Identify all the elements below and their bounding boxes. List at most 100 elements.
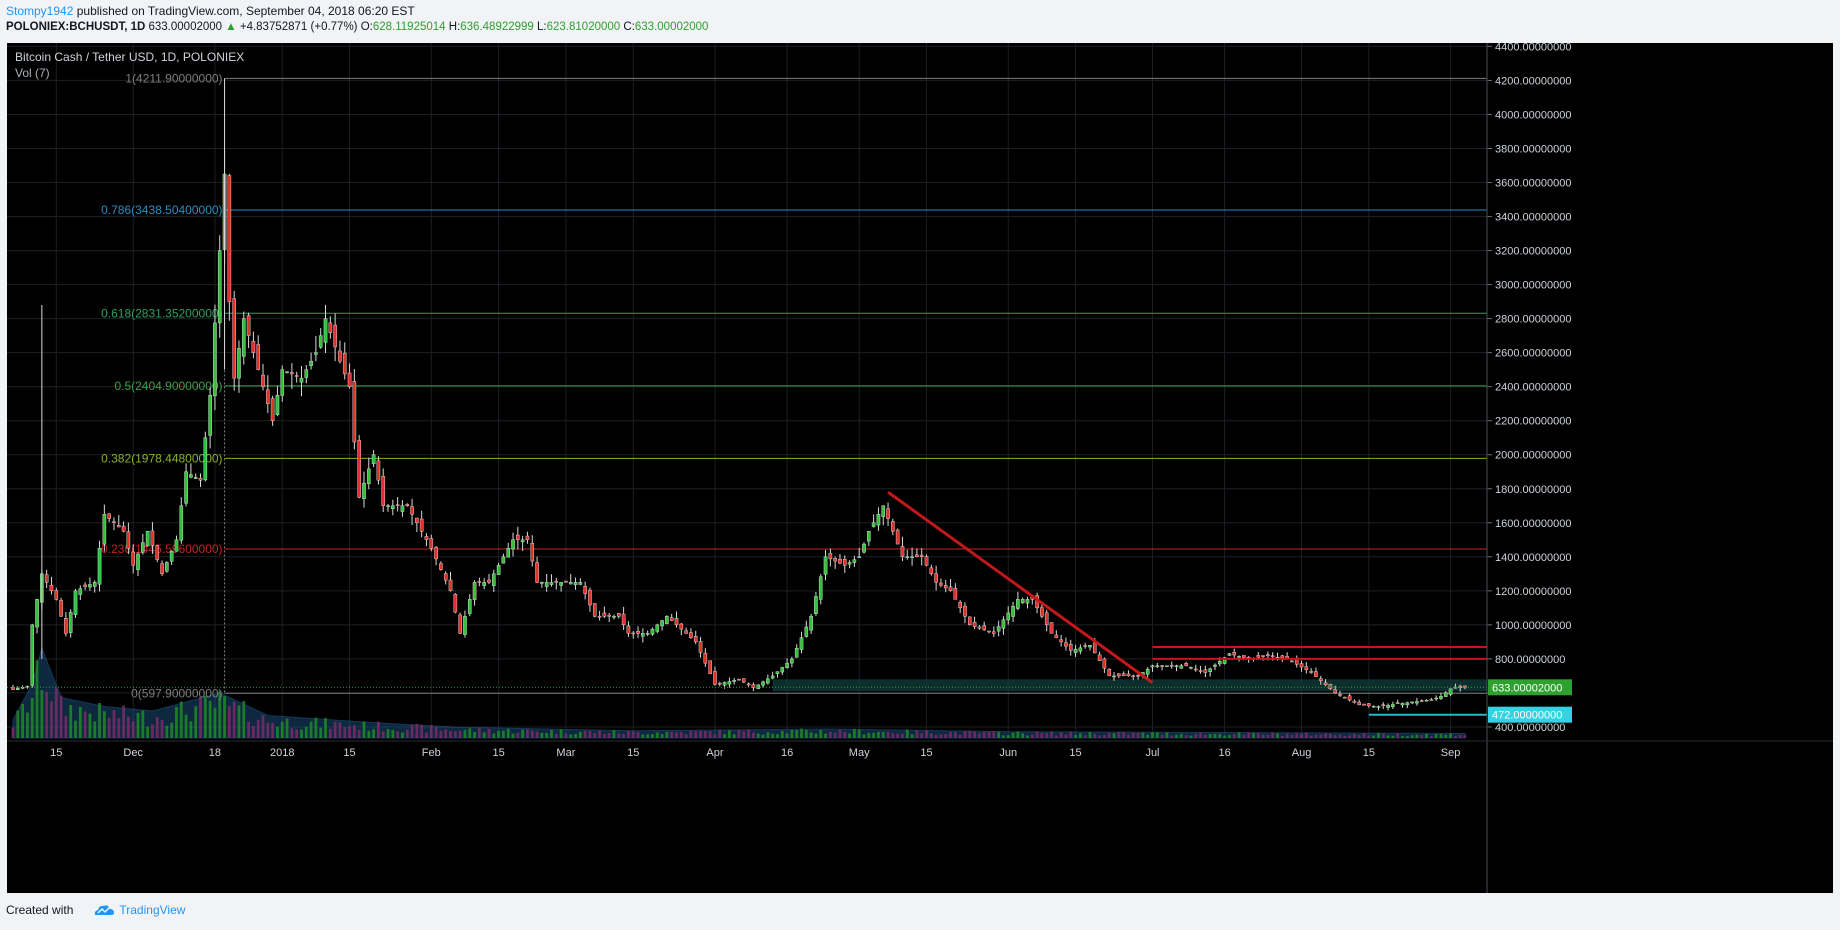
y-tick-label: 2200.00000000 — [1495, 416, 1571, 428]
volume-bar — [88, 713, 92, 738]
candle-body — [16, 688, 20, 690]
tradingview-link[interactable]: TradingView — [93, 903, 185, 917]
volume-bar — [290, 728, 294, 738]
volume-bar — [569, 734, 573, 738]
volume-bar — [1141, 732, 1145, 738]
candle-body — [881, 505, 886, 517]
volume-bar — [463, 729, 467, 738]
price-label-box — [1488, 679, 1572, 696]
candle-body — [208, 394, 212, 436]
candle-body — [934, 573, 938, 583]
volume-bar — [213, 707, 217, 738]
volume-bar — [1261, 734, 1265, 738]
volume-bar — [1050, 731, 1053, 738]
volume-bar — [848, 733, 851, 738]
candle-body — [232, 298, 236, 379]
volume-bar — [1377, 732, 1380, 738]
volume-bar — [1035, 731, 1039, 738]
candle-body — [362, 482, 366, 499]
candle-body — [1049, 622, 1054, 634]
candle-body — [1184, 663, 1188, 666]
volume-bar — [415, 723, 419, 738]
volume-bar — [641, 734, 645, 738]
candle-body — [1405, 702, 1410, 706]
volume-bar — [1026, 735, 1029, 738]
candle-body — [328, 322, 333, 333]
volume-bar — [1367, 735, 1371, 738]
volume-bar — [425, 732, 428, 738]
volume-bar — [574, 733, 577, 738]
volume-bar — [766, 732, 770, 738]
chart-panel[interactable]: 1(4211.90000000) 0.786(3438.50400000) 0.61… — [7, 41, 1833, 893]
y-tick-label: 1200.00000000 — [1495, 586, 1571, 598]
volume-bar — [699, 730, 702, 738]
candle-body — [1362, 703, 1366, 706]
change-value: +4.83752871 (+0.77%) — [239, 21, 358, 33]
candle-body — [1352, 700, 1357, 703]
candle-body — [64, 618, 68, 634]
volume-bar — [1415, 734, 1419, 738]
volume-bar — [1054, 735, 1058, 738]
volume-bar — [300, 729, 303, 738]
candle-body — [275, 394, 280, 415]
candle-body — [116, 525, 121, 528]
candle-body — [1242, 655, 1246, 658]
volume-bar — [1069, 731, 1073, 738]
candle-body — [939, 582, 943, 586]
candle-body — [636, 630, 640, 634]
volume-bar — [1285, 733, 1289, 738]
x-tick-label: Sep — [1441, 747, 1461, 759]
volume-bar — [516, 732, 520, 738]
volume-bar — [59, 695, 63, 738]
volume-bar — [26, 712, 29, 738]
volume-bar — [492, 733, 496, 738]
candle-body — [780, 667, 785, 673]
candle-body — [1270, 655, 1275, 657]
candle-body — [775, 671, 780, 674]
volume-bar — [444, 729, 448, 738]
candle-body — [1112, 675, 1116, 678]
candle-body — [227, 175, 232, 302]
candle-body — [511, 539, 515, 550]
candle-body — [251, 340, 256, 353]
volume-bar — [473, 731, 476, 738]
candle-body — [1006, 612, 1011, 621]
candle-body — [126, 531, 131, 549]
volume-bar — [800, 728, 803, 738]
author-link[interactable]: Stompy1942 — [6, 4, 74, 18]
volume-bar — [126, 716, 130, 738]
candle-body — [693, 636, 698, 643]
candle-body — [722, 682, 727, 686]
candle-body — [992, 631, 996, 634]
volume-bar — [1059, 732, 1063, 738]
volume-bar — [1401, 735, 1404, 738]
candle-body — [467, 599, 472, 614]
price-chart[interactable]: 1(4211.90000000) 0.786(3438.50400000) 0.61… — [7, 41, 1833, 893]
volume-bar — [1304, 732, 1308, 738]
candle-body — [174, 539, 179, 552]
candle-body — [1458, 685, 1462, 688]
volume-bar — [780, 730, 784, 738]
candle-body — [1174, 665, 1179, 668]
volume-bar — [684, 734, 688, 738]
x-tick-label: 15 — [1363, 747, 1375, 759]
volume-bar — [11, 727, 15, 738]
volume-bar — [285, 718, 289, 738]
volume-bar — [324, 718, 327, 738]
volume-bar — [1021, 733, 1025, 738]
volume-bar — [482, 732, 486, 738]
candle-body — [1391, 704, 1395, 707]
candle-body — [443, 573, 448, 581]
volume-bar — [877, 731, 880, 738]
candle-body — [410, 506, 414, 515]
volume-bar — [1300, 733, 1303, 738]
volume-bar — [1247, 732, 1251, 738]
volume-bar — [771, 733, 775, 738]
volume-bar — [1266, 734, 1270, 738]
volume-bar — [218, 691, 222, 738]
candle-body — [73, 590, 78, 615]
candle-body — [1434, 697, 1438, 700]
candle-body — [761, 681, 765, 686]
candle-body — [376, 460, 381, 481]
volume-bar — [872, 732, 876, 738]
